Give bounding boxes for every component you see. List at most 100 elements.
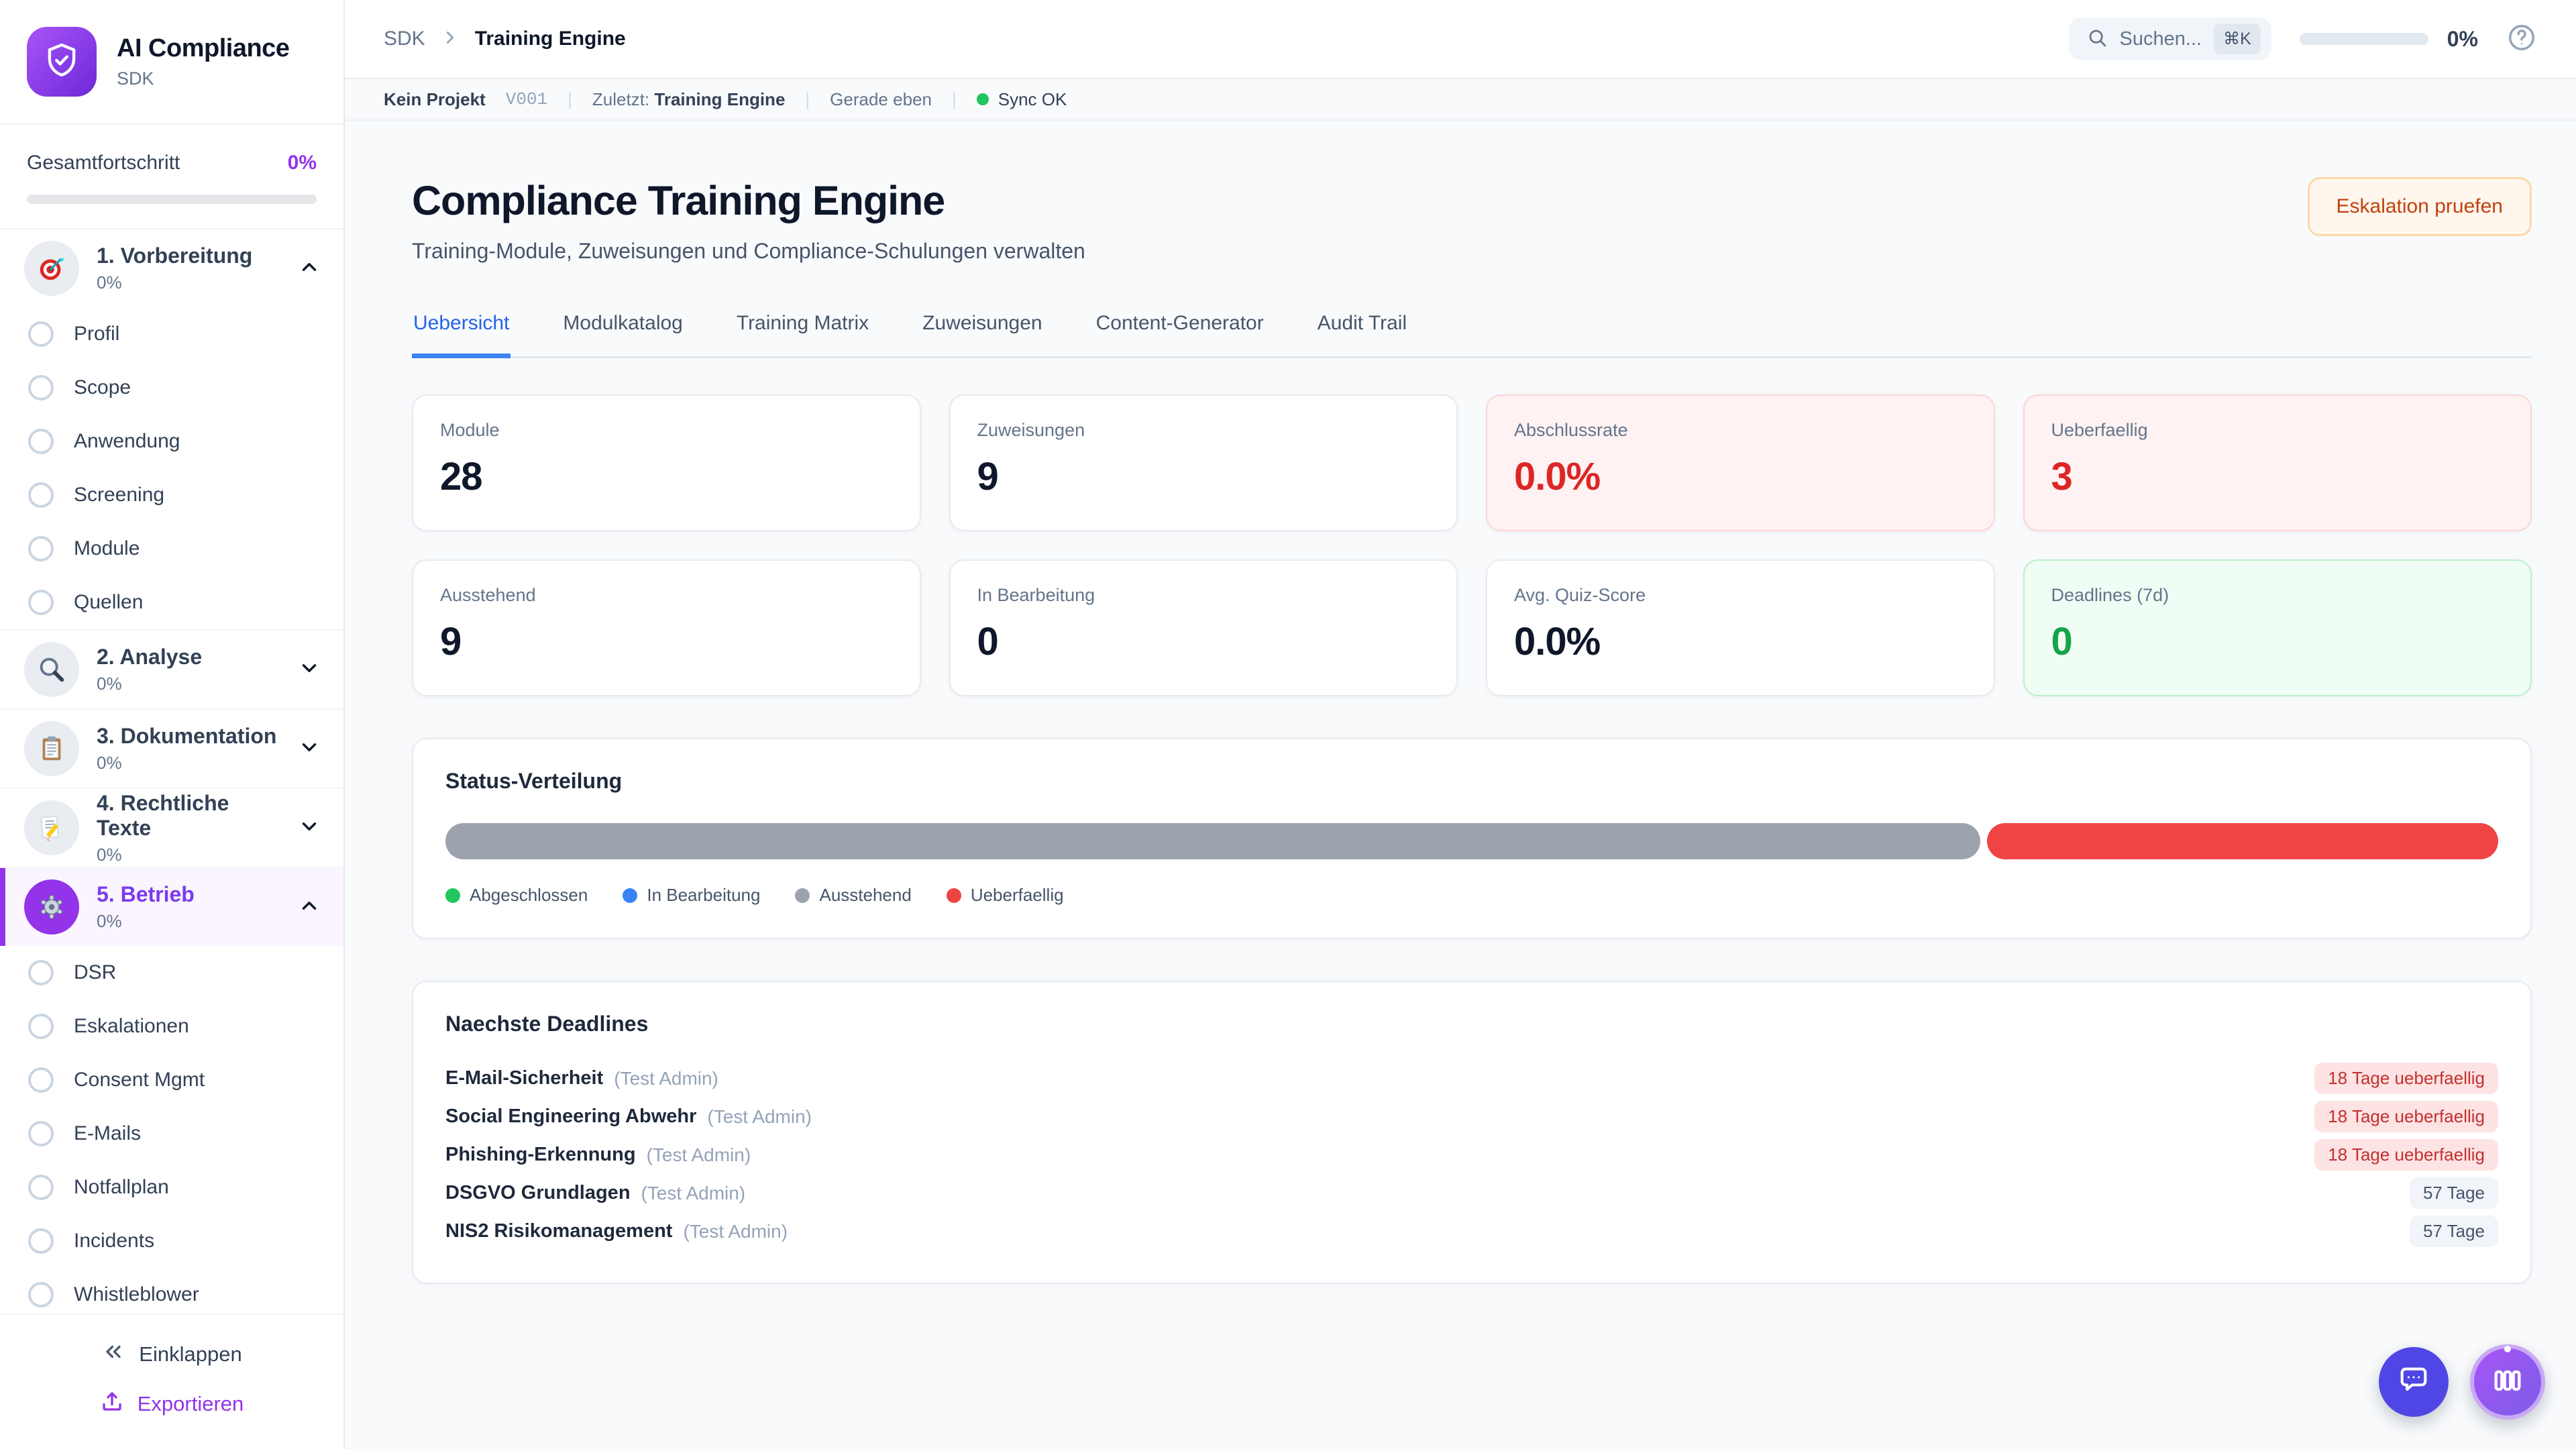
sidebar-item-screening[interactable]: Screening <box>0 468 343 522</box>
header-progress-value: 0% <box>2447 26 2478 51</box>
chevron-up-icon <box>298 894 321 920</box>
sidebar-item-quellen[interactable]: Quellen <box>0 576 343 629</box>
main-area: SDK Training Engine Suchen... ⌘K <box>345 0 2576 1449</box>
stat-card-in-bearbeitung: In Bearbeitung 0 <box>949 559 1458 696</box>
app-identity: AI Compliance SDK <box>117 34 290 89</box>
sidebar-item-scope[interactable]: Scope <box>0 361 343 415</box>
stat-card-module: Module 28 <box>412 394 921 531</box>
header-progress-track <box>2299 33 2428 45</box>
stats-grid: Module 28 Zuweisungen 9 Abschlussrate 0.… <box>412 394 2532 696</box>
section-header-rechtliche-texte[interactable]: 4. Rechtliche Texte 0% <box>0 789 343 867</box>
section-progress: 0% <box>97 272 122 292</box>
collapse-sidebar-button[interactable]: Einklappen <box>0 1330 343 1379</box>
search-shortcut-kbd: ⌘K <box>2214 23 2261 54</box>
overall-progress-label: Gesamtfortschritt <box>27 152 180 174</box>
sidebar-item-profil[interactable]: Profil <box>0 307 343 361</box>
sidebar-item-anwendung[interactable]: Anwendung <box>0 415 343 468</box>
legend-in-bearbeitung: In Bearbeitung <box>623 885 760 906</box>
sidebar-item-consent-mgmt[interactable]: Consent Mgmt <box>0 1053 343 1107</box>
radio-circle <box>28 1282 54 1307</box>
status-distribution-panel: Status-Verteilung Abgeschlossen In Bearb… <box>412 738 2532 939</box>
overall-progress-track <box>27 195 317 204</box>
shield-check-icon <box>42 41 81 83</box>
legend-dot-gray <box>795 888 810 903</box>
section-header-analyse[interactable]: 2. Analyse 0% <box>0 631 343 708</box>
status-legend: Abgeschlossen In Bearbeitung Ausstehend … <box>445 885 2498 906</box>
chevron-down-icon <box>298 657 321 683</box>
search-placeholder: Suchen... <box>2119 28 2202 50</box>
sidebar: AI Compliance SDK Gesamtfortschritt 0% <box>0 0 345 1449</box>
radio-circle <box>28 1228 54 1254</box>
last-saved-time: Gerade eben <box>830 89 932 109</box>
chevron-down-icon <box>298 736 321 762</box>
sidebar-footer: Einklappen Exportieren <box>0 1313 343 1449</box>
top-header: SDK Training Engine Suchen... ⌘K <box>345 0 2576 79</box>
upload-icon <box>100 1389 124 1419</box>
header-actions: Suchen... ⌘K 0% <box>2068 17 2537 60</box>
deadline-row: NIS2 Risikomanagement (Test Admin) 57 Ta… <box>445 1212 2498 1250</box>
search-input[interactable]: Suchen... ⌘K <box>2068 17 2271 60</box>
sidebar-item-whistleblower[interactable]: Whistleblower <box>0 1268 343 1313</box>
legend-dot-green <box>445 888 460 903</box>
radio-circle <box>28 1014 54 1039</box>
double-chevron-left-icon <box>101 1340 125 1369</box>
breadcrumb-root[interactable]: SDK <box>384 28 425 50</box>
export-label: Exportieren <box>137 1392 244 1415</box>
tab-audit-trail[interactable]: Audit Trail <box>1317 312 1407 334</box>
breadcrumb-current: Training Engine <box>474 28 626 50</box>
chevron-up-icon <box>298 256 321 282</box>
export-button[interactable]: Exportieren <box>0 1379 343 1429</box>
section-header-vorbereitung[interactable]: 1. Vorbereitung 0% <box>0 229 343 307</box>
section-label: 5. Betrieb <box>97 882 195 906</box>
collapse-label: Einklappen <box>139 1342 242 1366</box>
nav-section-dokumentation: 3. Dokumentation 0% <box>0 710 343 789</box>
stat-card-ausstehend: Ausstehend 9 <box>412 559 921 696</box>
page-title: Compliance Training Engine <box>412 178 945 223</box>
nav-section-betrieb: 5. Betrieb 0% DSR Eskalationen Consent M… <box>0 868 343 1313</box>
app-name: AI Compliance <box>117 34 290 62</box>
status-distribution-title: Status-Verteilung <box>445 769 623 793</box>
tab-training-matrix[interactable]: Training Matrix <box>736 312 869 334</box>
sidebar-item-module[interactable]: Module <box>0 522 343 576</box>
version-tag: V001 <box>505 89 548 109</box>
page-header: Compliance Training Engine Training-Modu… <box>412 177 2532 264</box>
sync-ok-dot <box>976 93 989 105</box>
radio-circle <box>28 1067 54 1093</box>
section-progress: 0% <box>97 674 122 694</box>
app-subtitle: SDK <box>117 68 154 89</box>
radio-circle <box>28 375 54 400</box>
app-logo <box>27 27 97 97</box>
section-header-dokumentation[interactable]: 3. Dokumentation 0% <box>0 710 343 788</box>
sidebar-item-emails[interactable]: E-Mails <box>0 1107 343 1161</box>
sidebar-item-eskalationen[interactable]: Eskalationen <box>0 1000 343 1053</box>
overdue-badge: 18 Tage ueberfaellig <box>2314 1063 2498 1094</box>
tab-modulkatalog[interactable]: Modulkatalog <box>563 312 683 334</box>
overdue-badge: 18 Tage ueberfaellig <box>2314 1139 2498 1171</box>
memo-pencil-icon <box>24 800 79 855</box>
columns-fab-button[interactable] <box>2470 1344 2545 1419</box>
legend-ausstehend: Ausstehend <box>795 885 912 906</box>
sidebar-item-dsr[interactable]: DSR <box>0 946 343 1000</box>
sidebar-item-incidents[interactable]: Incidents <box>0 1214 343 1268</box>
tab-zuweisungen[interactable]: Zuweisungen <box>922 312 1042 334</box>
section-label: 3. Dokumentation <box>97 724 277 748</box>
help-icon[interactable] <box>2506 22 2537 56</box>
tab-content-generator[interactable]: Content-Generator <box>1095 312 1264 334</box>
radio-circle <box>28 482 54 508</box>
bar-segment-ausstehend <box>445 823 1980 859</box>
section-header-betrieb[interactable]: 5. Betrieb 0% <box>0 868 343 946</box>
legend-dot-blue <box>623 888 638 903</box>
chevron-right-icon <box>440 28 460 51</box>
stat-card-abschlussrate: Abschlussrate 0.0% <box>1486 394 1995 531</box>
chat-fab-button[interactable] <box>2379 1347 2449 1417</box>
check-escalation-button[interactable]: Eskalation pruefen <box>2307 177 2532 236</box>
radio-circle <box>28 960 54 985</box>
deadlines-title: Naechste Deadlines <box>445 1012 649 1036</box>
chat-bubble-icon <box>2396 1363 2431 1401</box>
sidebar-item-notfallplan[interactable]: Notfallplan <box>0 1161 343 1214</box>
section-label: 1. Vorbereitung <box>97 244 253 268</box>
page-content: Compliance Training Engine Training-Modu… <box>345 121 2576 1449</box>
deadlines-list: E-Mail-Sicherheit (Test Admin) 18 Tage u… <box>445 1059 2498 1250</box>
tab-uebersicht[interactable]: Uebersicht <box>412 308 511 358</box>
clipboard-icon <box>24 721 79 776</box>
